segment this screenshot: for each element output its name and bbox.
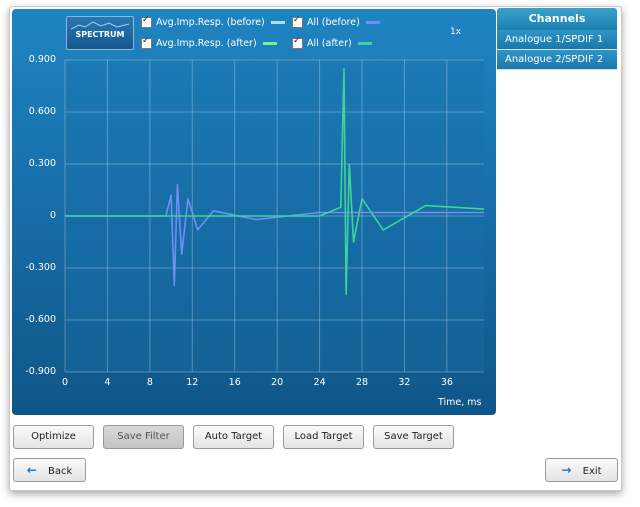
x-axis-title: Time, ms xyxy=(438,397,482,408)
x-tick-label: 16 xyxy=(228,377,241,388)
x-tick-label: 28 xyxy=(355,377,369,388)
arrow-right-icon: → xyxy=(561,463,572,477)
x-tick-label: 36 xyxy=(440,377,453,388)
y-tick-label: -0.300 xyxy=(25,262,56,273)
channels-panel: Channels Analogue 1/SPDIF 1 Analogue 2/S… xyxy=(497,8,617,70)
avg-after-checkbox[interactable] xyxy=(141,36,152,49)
save-target-button[interactable]: Save Target xyxy=(373,425,454,449)
zoom-level[interactable]: 1x xyxy=(450,27,462,37)
legend-all-after-label: All (after) xyxy=(307,38,352,49)
x-tick-label: 4 xyxy=(104,377,111,388)
x-tick-label: 24 xyxy=(313,377,326,388)
load-target-button[interactable]: Load Target xyxy=(283,425,364,449)
impulse-response-panel: SPECTRUM Avg.Imp.Resp. (before) All (bef… xyxy=(12,9,496,415)
series-line-0 xyxy=(65,184,484,287)
x-tick-label: 20 xyxy=(271,377,284,388)
back-button[interactable]: ← Back xyxy=(13,458,86,482)
legend-all-before-swatch xyxy=(365,21,380,24)
optimize-button[interactable]: Optimize xyxy=(13,425,94,449)
back-label: Back xyxy=(47,466,73,477)
spectrum-label: SPECTRUM xyxy=(75,30,125,39)
legend-all-before-label: All (before) xyxy=(307,17,360,28)
avg-before-checkbox[interactable] xyxy=(141,15,152,28)
spectrum-button[interactable]: SPECTRUM xyxy=(66,16,134,50)
all-before-checkbox[interactable] xyxy=(292,15,303,28)
legend-all-after-swatch xyxy=(357,42,372,45)
y-tick-label: 0 xyxy=(49,210,56,221)
legend-avg-after-label: Avg.Imp.Resp. (after) xyxy=(156,38,257,49)
arrow-left-icon: ← xyxy=(26,463,37,477)
y-tick-label: 0.300 xyxy=(28,158,56,169)
channel-item-analogue-1[interactable]: Analogue 1/SPDIF 1 xyxy=(497,30,617,50)
exit-button[interactable]: → Exit xyxy=(545,458,618,482)
legend-avg-before[interactable]: Avg.Imp.Resp. (before) xyxy=(141,15,285,28)
series-line-1 xyxy=(65,67,485,295)
save-filter-button[interactable]: Save Filter xyxy=(103,425,184,449)
auto-target-button[interactable]: Auto Target xyxy=(193,425,274,449)
channel-item-analogue-2[interactable]: Analogue 2/SPDIF 2 xyxy=(497,50,617,70)
legend-avg-after-swatch xyxy=(262,42,277,45)
y-tick-label: 0.900 xyxy=(28,54,56,65)
x-tick-label: 32 xyxy=(398,377,411,388)
legend-all-before[interactable]: All (before) xyxy=(292,15,380,28)
exit-label: Exit xyxy=(582,466,602,477)
legend-avg-before-label: Avg.Imp.Resp. (before) xyxy=(156,17,265,28)
x-tick-label: 12 xyxy=(186,377,199,388)
legend-avg-before-swatch xyxy=(270,21,285,24)
channels-header: Channels xyxy=(497,8,617,30)
y-tick-label: -0.600 xyxy=(25,314,56,325)
y-tick-label: 0.600 xyxy=(28,106,56,117)
legend-avg-after[interactable]: Avg.Imp.Resp. (after) xyxy=(141,36,277,49)
x-tick-label: 8 xyxy=(146,377,153,388)
legend-all-after[interactable]: All (after) xyxy=(292,36,372,49)
x-tick-label: 0 xyxy=(61,377,69,388)
all-after-checkbox[interactable] xyxy=(292,36,303,49)
y-tick-label: -0.900 xyxy=(25,366,56,377)
impulse-response-chart xyxy=(64,59,485,373)
spectrum-icon xyxy=(71,21,129,30)
